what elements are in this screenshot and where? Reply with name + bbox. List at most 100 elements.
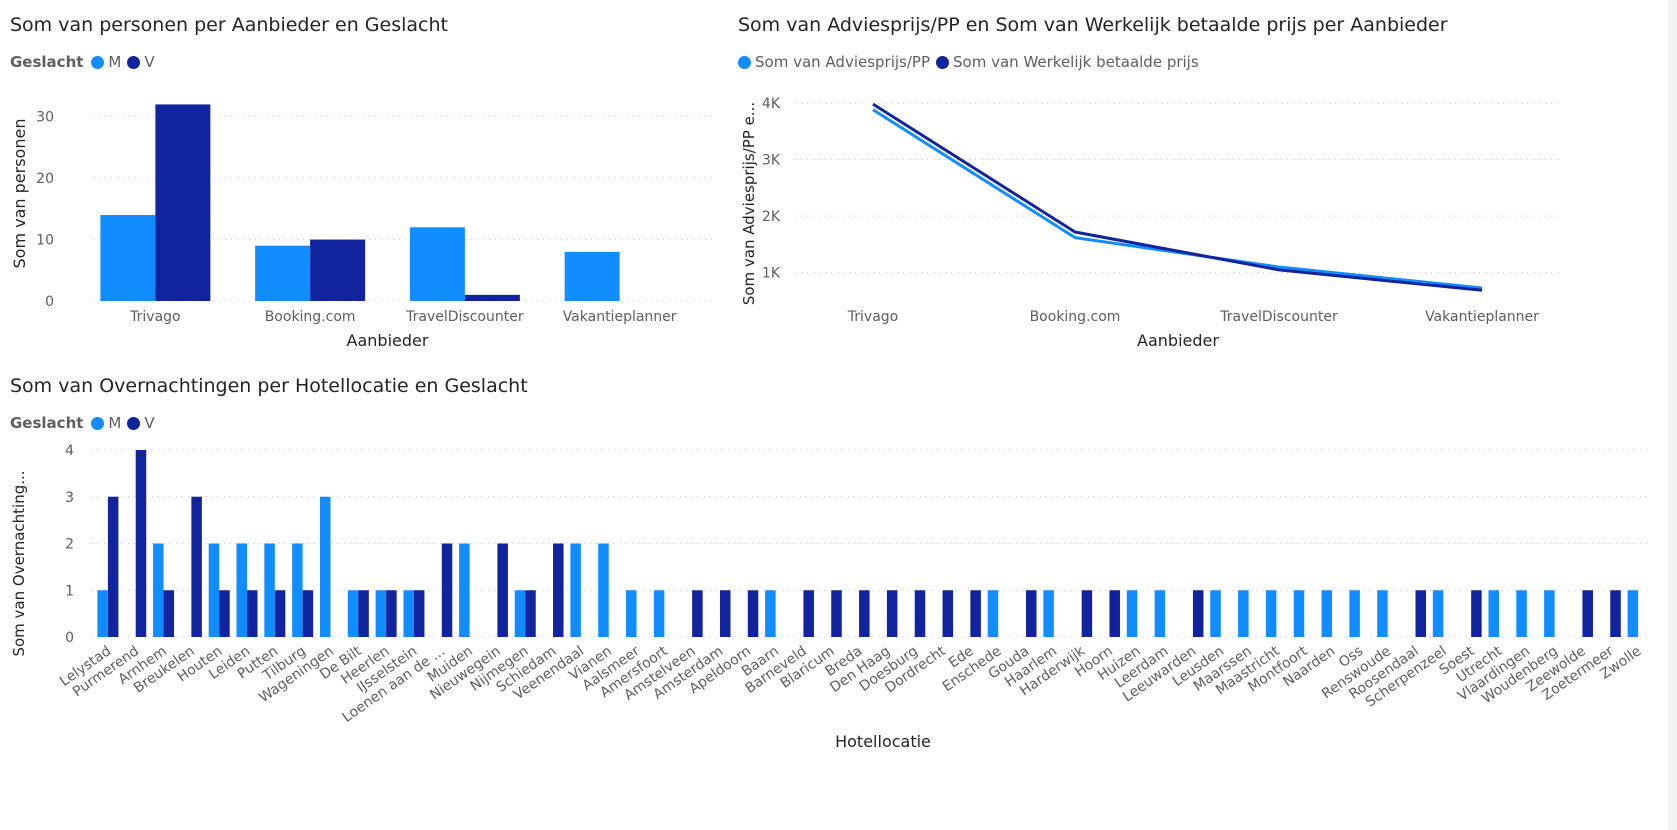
bar-v: [1026, 590, 1037, 637]
bar-m: [1210, 590, 1221, 637]
bar-v: [1471, 590, 1482, 637]
bar-v: [413, 590, 425, 637]
x-tick-label: Booking.com: [1030, 309, 1121, 325]
bar-v: [970, 590, 981, 637]
legend-item-werkelijk[interactable]: Som van Werkelijk betaalde prijs: [936, 53, 1199, 71]
x-tick-label: Vakantieplanner: [1425, 309, 1539, 325]
bar-m: [97, 590, 108, 637]
chart-title: Som van personen per Aanbieder en Geslac…: [10, 14, 448, 36]
bar-m: [264, 543, 275, 637]
bar-v: [497, 543, 508, 637]
y-tick-label: 2K: [762, 209, 781, 225]
y-tick-label: 30: [36, 110, 54, 126]
bar-m: [255, 245, 311, 301]
x-tick-label: TravelDiscounter: [405, 309, 524, 325]
legend-item-m[interactable]: M: [91, 414, 121, 432]
bar-v: [831, 590, 842, 637]
legend-item-v[interactable]: V: [127, 53, 155, 71]
x-axis-title: Aanbieder: [1137, 331, 1219, 350]
bar-v: [247, 590, 258, 637]
bar-m: [765, 590, 776, 637]
y-axis-title: Som van personen: [10, 119, 29, 269]
bar-v: [135, 450, 147, 637]
y-tick-label: 4: [65, 443, 74, 459]
line-series-werkelijk: [872, 102, 1483, 292]
legend-item-adviesprijs[interactable]: Som van Adviesprijs/PP: [738, 53, 930, 71]
bar-m: [403, 590, 414, 637]
x-axis-title: Hotellocatie: [835, 732, 931, 751]
bar-v: [719, 590, 731, 637]
bar-m: [1154, 590, 1166, 637]
chart-legend[interactable]: Som van Adviesprijs/PP Som van Werkelijk…: [738, 53, 1205, 71]
bar-m: [514, 590, 526, 637]
chart-title: Som van Adviesprijs/PP en Som van Werkel…: [738, 14, 1448, 36]
x-tick-label: TravelDiscounter: [1219, 309, 1338, 325]
y-tick-label: 4K: [762, 96, 781, 112]
bar-v: [803, 590, 814, 637]
legend-item-m[interactable]: M: [91, 53, 121, 71]
y-tick-label: 1: [65, 583, 74, 599]
bar-m: [236, 543, 248, 637]
bar-v: [464, 294, 520, 301]
bar-v: [1192, 590, 1204, 637]
chart-plot-prijs[interactable]: 1K 2K 3K 4K Trivago Booking.com TravelDiscount…: [730, 80, 1670, 360]
bar-v: [886, 590, 898, 637]
legend-dot-werkelijk-icon: [936, 55, 950, 69]
bar-m: [1126, 590, 1138, 637]
bar-m: [564, 251, 620, 301]
bar-m: [375, 590, 387, 637]
bar-m: [987, 590, 999, 637]
bar-v: [107, 496, 119, 637]
bar-v: [1610, 590, 1621, 637]
bar-m: [1043, 590, 1054, 637]
bar-v: [163, 590, 175, 637]
legend-dot-v-icon: [127, 55, 141, 69]
bar-v: [1109, 590, 1120, 637]
legend-label-werkelijk: Som van Werkelijk betaalde prijs: [953, 53, 1199, 71]
chart-legend[interactable]: Geslacht M V: [10, 53, 161, 71]
bar-v: [310, 239, 366, 301]
chart-plot-overnachtingen[interactable]: 01234LelystadPurmerendArnhemBreukelenHou…: [0, 440, 1668, 830]
bar-v: [747, 590, 759, 637]
legend-label-m: M: [108, 53, 122, 71]
bar-m: [1544, 590, 1555, 637]
bar-m: [319, 496, 331, 637]
y-tick-label: 3: [65, 490, 74, 506]
bar-v: [441, 543, 453, 637]
y-axis-title: Som van Adviesprijs/PP e...: [740, 102, 758, 305]
bar-m: [598, 543, 609, 637]
y-tick-label: 10: [36, 233, 54, 249]
chart-legend[interactable]: Geslacht M V: [10, 414, 161, 432]
bar-m: [1627, 590, 1639, 637]
legend-item-v[interactable]: V: [127, 414, 155, 432]
y-tick-label: 1K: [762, 266, 781, 282]
bar-v: [1582, 590, 1593, 637]
bar-v: [525, 590, 536, 637]
bar-v: [942, 590, 954, 637]
bar-v: [1081, 590, 1093, 637]
bar-m: [1321, 590, 1333, 637]
x-axis-title: Aanbieder: [347, 331, 429, 350]
y-tick-label: 3K: [762, 153, 781, 169]
chart-plot-personen[interactable]: 0 10 20 30 Trivago Booking.com TravelDiscounte…: [0, 80, 740, 360]
bar-m: [1265, 590, 1277, 637]
y-axis-title: Som van Overnachting...: [10, 470, 28, 656]
bar-m: [1488, 590, 1499, 637]
x-tick-label: Trivago: [129, 309, 180, 325]
legend-title: Geslacht: [10, 53, 84, 71]
bar-v: [358, 590, 369, 637]
y-tick-label: 20: [36, 171, 54, 187]
legend-dot-v-icon: [127, 416, 141, 430]
y-tick-label: 2: [65, 537, 74, 553]
bar-v: [914, 590, 926, 637]
bar-m: [409, 227, 465, 301]
bar-m: [1238, 590, 1249, 637]
page-scroll-edge: [1668, 0, 1677, 830]
x-tick-label: Trivago: [847, 309, 898, 325]
bar-m: [1516, 590, 1527, 637]
bar-v: [155, 104, 211, 301]
bar-m: [208, 543, 220, 637]
bar-m: [1377, 590, 1388, 637]
bar-v: [219, 590, 230, 637]
x-tick-label: Vakantieplanner: [563, 309, 677, 325]
